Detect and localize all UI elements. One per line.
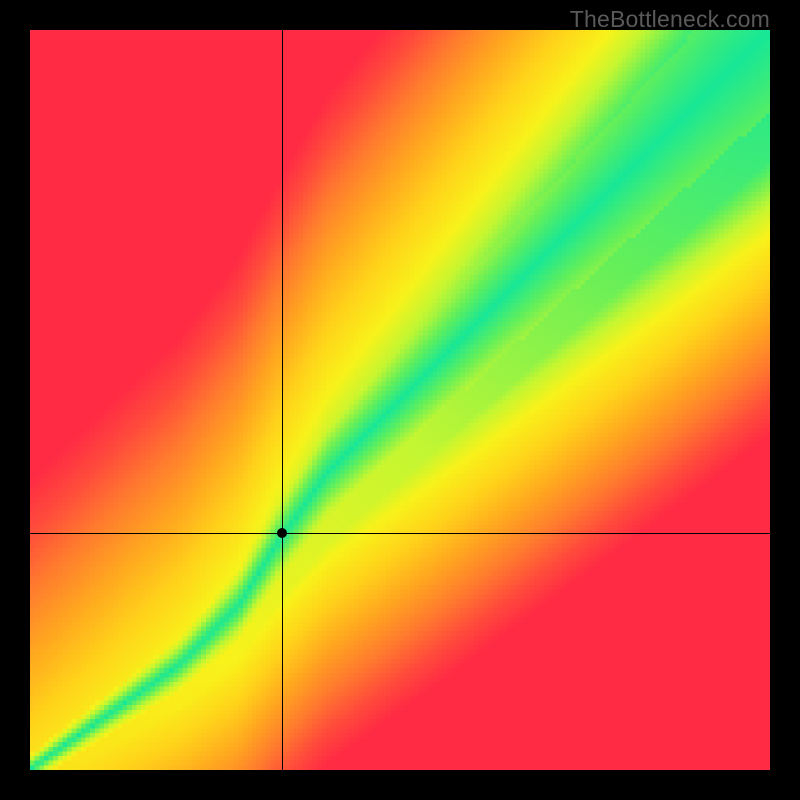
sample-point-marker: [277, 528, 287, 538]
crosshair-vertical: [282, 30, 283, 770]
bottleneck-heatmap: [30, 30, 770, 770]
crosshair-horizontal: [30, 533, 770, 534]
watermark-text: TheBottleneck.com: [570, 6, 770, 33]
chart-frame: TheBottleneck.com: [0, 0, 800, 800]
